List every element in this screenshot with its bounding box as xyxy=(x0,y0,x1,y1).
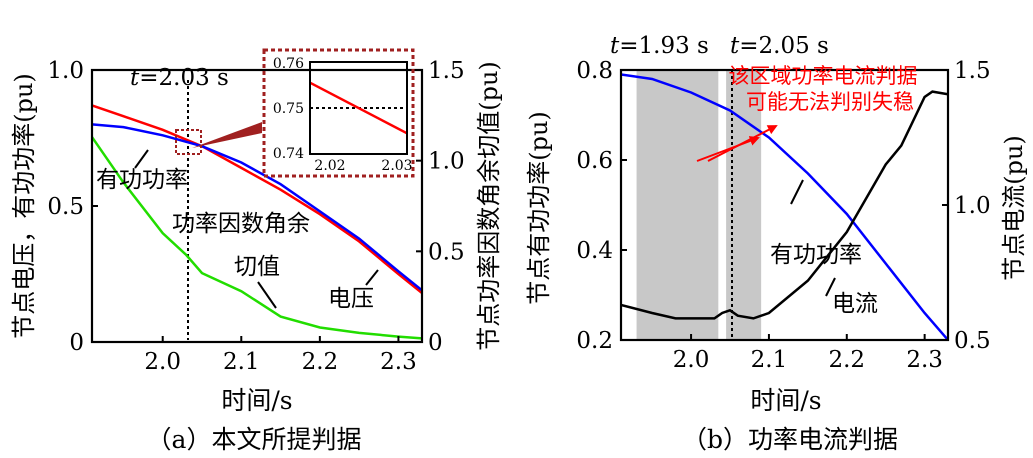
shaded-region-0 xyxy=(636,70,719,340)
zoom-marker xyxy=(175,129,202,155)
leader-b-current xyxy=(825,277,836,297)
xlabel-b: 时间/s xyxy=(750,386,821,415)
caption-a: （a）本文所提判据 xyxy=(147,425,362,454)
panel-b-xticks: 2.0 2.1 2.2 2.3 xyxy=(673,334,943,373)
inset-ytick-076: 0.76 xyxy=(273,56,304,72)
note-b-line2: 可能无法判别失稳 xyxy=(746,90,914,114)
note-b-line1: 该区域功率电流判据 xyxy=(729,64,918,88)
annotation-a-voltage: 电压 xyxy=(328,286,374,312)
leader-a-pf xyxy=(257,281,277,309)
inset-xtick-203: 2.03 xyxy=(381,158,412,174)
leader-a-voltage xyxy=(365,269,379,286)
xtick-label-b-2-1: 2.1 xyxy=(751,347,788,373)
ytick-right-label-a-1-0: 1.0 xyxy=(428,149,465,175)
note-arrow-2 xyxy=(707,125,778,162)
panel-b-shaded xyxy=(636,70,762,340)
panel-b-series xyxy=(621,73,948,340)
panel-a-series xyxy=(92,104,422,340)
series-a-0 xyxy=(92,104,422,294)
annotation-a-pf-line1: 功率因数角余 xyxy=(172,211,310,237)
panel-b: 2.0 2.1 2.2 2.3 0.2 0.4 0.6 0.8 0.5 1.0 1.5 t=1.… xyxy=(525,33,1028,454)
annotation-b-active-power: 有功功率 xyxy=(770,242,862,268)
series-a-1 xyxy=(92,123,422,292)
ylabel-a-left: 节点电压，有功功率(pu) xyxy=(10,73,38,339)
inset-frame xyxy=(309,61,408,155)
xtick-label-b-2-2: 2.2 xyxy=(828,347,865,373)
ylabel-b-left: 节点有功功率(pu) xyxy=(525,111,553,305)
xtick-label-a-2-2: 2.2 xyxy=(302,349,339,375)
annotation-a-active-power: 有功功率 xyxy=(96,167,188,193)
caption-b: （b）功率电流判据 xyxy=(682,425,898,454)
ytick-left-label-b-0-6: 0.6 xyxy=(576,148,613,174)
panel-a-yticks-right: 0 0.5 1.0 1.5 xyxy=(416,58,465,356)
panel-a-xticks: 2.0 2.1 2.2 2.3 xyxy=(144,336,417,375)
series-b-0 xyxy=(621,73,948,340)
annotation-b-current: 电流 xyxy=(832,291,878,317)
note-arrow-1 xyxy=(696,136,760,162)
ytick-left-label-a-0: 0 xyxy=(69,330,84,356)
xtick-label-b-2-3: 2.3 xyxy=(906,347,943,373)
xtick-label-a-2-3: 2.3 xyxy=(380,349,417,375)
leader-a-active-power xyxy=(134,149,149,169)
ytick-left-label-b-0-8: 0.8 xyxy=(576,58,613,84)
xtick-label-a-2-0: 2.0 xyxy=(144,349,181,375)
panel-a: 2.0 2.1 2.2 2.3 0 0.5 1.0 0 0.5 1.0 1.5 t=2.03 s… xyxy=(10,48,503,454)
vline-a-label: t=2.03 s xyxy=(130,65,229,91)
annotation-a-pf-line2: 切值 xyxy=(234,254,280,280)
inset-xtick-202: 2.02 xyxy=(314,158,345,174)
ytick-right-label-b-0-5: 0.5 xyxy=(954,328,991,354)
inset-border xyxy=(262,48,415,178)
top-label-b-205: t=2.05 s xyxy=(730,33,829,59)
series-b-1 xyxy=(621,90,948,320)
ylabel-b-right: 节点电流(pu) xyxy=(1000,135,1028,281)
ytick-right-label-a-0-5: 0.5 xyxy=(428,239,465,265)
ytick-left-label-b-0-4: 0.4 xyxy=(576,238,613,264)
xtick-label-a-2-1: 2.1 xyxy=(223,349,260,375)
inset-ytick-075: 0.75 xyxy=(273,101,304,117)
xlabel-a: 时间/s xyxy=(221,386,292,415)
top-label-b-193: t=1.93 s xyxy=(610,33,709,59)
leader-b-active-power xyxy=(790,179,804,205)
panel-b-yticks-right: 0.5 1.0 1.5 xyxy=(942,58,991,354)
ytick-left-label-b-0-2: 0.2 xyxy=(576,328,613,354)
ytick-right-label-b-1-0: 1.0 xyxy=(954,193,991,219)
panel-a-yticks-left: 0 0.5 1.0 xyxy=(47,58,98,356)
ytick-right-label-a-1-5: 1.5 xyxy=(428,58,465,84)
inset-voltage-line xyxy=(309,81,408,135)
xtick-label-b-2-0: 2.0 xyxy=(673,347,710,373)
inset-ytick-074: 0.74 xyxy=(273,146,304,162)
ytick-right-label-a-0: 0 xyxy=(428,330,443,356)
ytick-left-label-a-1-0: 1.0 xyxy=(47,58,84,84)
inset-plot: 0.76 0.75 0.74 2.02 2.03 xyxy=(273,56,413,174)
ytick-right-label-b-1-5: 1.5 xyxy=(954,58,991,84)
series-a-2 xyxy=(92,136,422,340)
ytick-left-label-a-0-5: 0.5 xyxy=(47,194,84,220)
ylabel-a-right: 节点功率因数角余切值(pu) xyxy=(475,61,503,351)
panel-b-yticks-left: 0.2 0.4 0.6 0.8 xyxy=(576,58,627,354)
zoom-pointer xyxy=(192,122,262,148)
